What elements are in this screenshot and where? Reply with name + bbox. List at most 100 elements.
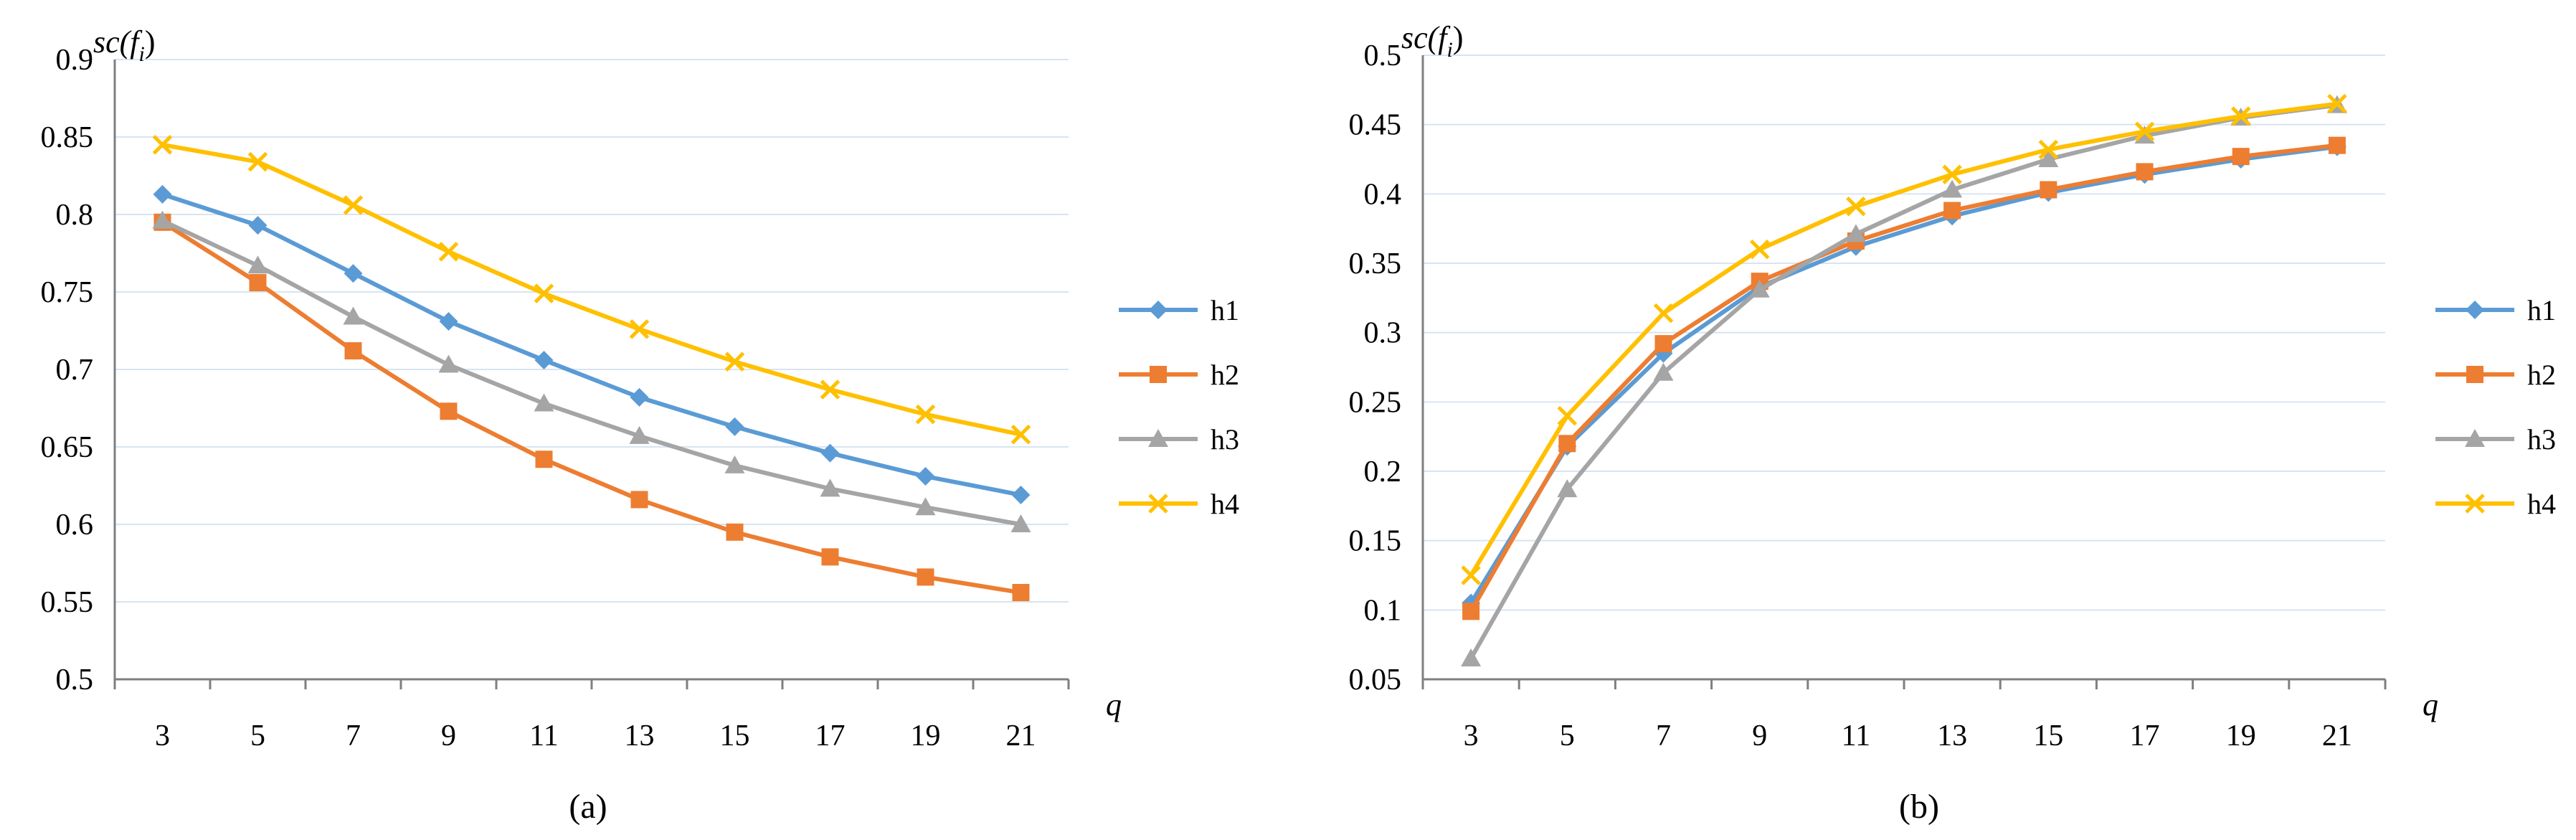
data-point-h1 xyxy=(344,264,363,283)
chart-panel-b: 0.05 0.1 0.15 0.2 0.25 0.3 0.35 0.4 0.45 0.5 3 5 7 9 1… xyxy=(1288,0,2576,840)
data-point-h3 xyxy=(915,497,936,516)
data-point-h2 xyxy=(1943,202,1961,220)
x-tick-label: 15 xyxy=(2033,719,2063,752)
x-tick-label: 11 xyxy=(529,719,558,752)
data-point-h3 xyxy=(247,255,268,274)
data-point-h2 xyxy=(2328,136,2346,154)
data-point-h2 xyxy=(1654,335,1672,353)
x-tick-label: 19 xyxy=(2226,719,2256,752)
x-axis-title: q xyxy=(2423,687,2438,722)
x-tick-label: 19 xyxy=(911,719,941,752)
data-point-h4 xyxy=(1461,565,1481,585)
chart-a-svg: 0.5 0.55 0.6 0.65 0.7 0.75 0.8 0.85 0.9 3 5 7 9 11 13 1… xyxy=(41,24,1240,826)
y-tick-label: 0.6 xyxy=(56,509,94,542)
data-point-h4 xyxy=(2327,93,2347,114)
legend-label-h1: h1 xyxy=(1211,294,1239,326)
data-point-h1 xyxy=(630,387,649,407)
data-point-h2 xyxy=(440,402,458,420)
data-point-h4 xyxy=(152,135,173,155)
y-tick-label: 0.55 xyxy=(41,586,94,619)
data-point-h3 xyxy=(1557,479,1578,498)
data-point-h2 xyxy=(249,274,267,292)
data-point-h2 xyxy=(917,568,934,586)
data-point-h3 xyxy=(724,455,745,473)
y-tick-label: 0.1 xyxy=(1364,594,1402,627)
legend-label-h4: h4 xyxy=(2527,488,2556,520)
data-point-h3 xyxy=(2038,149,2059,167)
data-point-h4 xyxy=(915,404,936,425)
x-tick-label: 17 xyxy=(2130,719,2160,752)
data-point-h4 xyxy=(1653,303,1674,324)
data-point-h4 xyxy=(1557,405,1578,426)
legend-marker-h1 xyxy=(1149,301,1168,319)
y-tick-label: 0.3 xyxy=(1364,317,1402,350)
y-tick-label: 0.7 xyxy=(56,354,94,387)
data-point-h2 xyxy=(1558,435,1576,453)
legend-marker-h4 xyxy=(1148,494,1168,514)
legend-label-h2: h2 xyxy=(1211,359,1239,391)
data-point-h3 xyxy=(1653,362,1674,381)
data-point-h1 xyxy=(153,184,172,204)
series-line-h2 xyxy=(161,220,1021,595)
data-point-h4 xyxy=(438,242,459,262)
legend-label-h4: h4 xyxy=(1211,488,1239,520)
data-point-h2 xyxy=(2136,163,2154,181)
data-point-h4 xyxy=(724,351,745,372)
y-tick-label: 0.5 xyxy=(56,664,94,697)
legend-marker-h2 xyxy=(1150,366,1167,383)
y-tick-label: 0.4 xyxy=(1364,178,1402,211)
data-point-h3 xyxy=(438,354,459,373)
data-point-h3 xyxy=(629,425,650,444)
x-tick-label: 21 xyxy=(2322,719,2352,752)
data-point-h2 xyxy=(2040,181,2058,199)
x-tick-label: 3 xyxy=(155,719,170,752)
data-point-h2 xyxy=(344,342,362,360)
x-axis-title: q xyxy=(1106,687,1122,722)
data-point-h1 xyxy=(248,216,267,235)
data-point-h4 xyxy=(820,379,840,400)
data-point-h2 xyxy=(535,450,553,468)
data-point-h1 xyxy=(916,467,935,486)
data-point-h3 xyxy=(820,478,840,497)
y-tick-label: 0.2 xyxy=(1364,456,1402,489)
data-point-h4 xyxy=(1942,164,1962,185)
data-point-h2 xyxy=(1462,603,1480,620)
data-point-h1 xyxy=(725,417,744,436)
y-tick-label: 0.35 xyxy=(1349,247,1402,280)
y-tick-label: 0.45 xyxy=(1349,109,1402,142)
legend-marker-h1 xyxy=(2466,301,2484,319)
y-axis-title: sc(fi) xyxy=(1401,20,1464,62)
data-point-h3 xyxy=(1845,224,1866,242)
data-point-h4 xyxy=(629,319,650,339)
data-point-h4 xyxy=(247,151,268,172)
data-point-h4 xyxy=(2038,139,2059,160)
data-point-h2 xyxy=(726,523,744,541)
data-point-h4 xyxy=(2134,121,2155,142)
y-tick-label: 0.9 xyxy=(56,44,94,77)
legend-marker-h3 xyxy=(2465,429,2485,447)
series-line-h4 xyxy=(1469,101,2338,577)
figure-caption: (b) xyxy=(1899,788,1939,826)
x-tick-label: 13 xyxy=(625,719,655,752)
chart-b-svg: 0.05 0.1 0.15 0.2 0.25 0.3 0.35 0.4 0.45 0.5 3 5 7 9 1… xyxy=(1349,20,2557,826)
data-point-h4 xyxy=(534,283,554,303)
data-point-h3 xyxy=(343,306,364,325)
data-point-h1 xyxy=(1011,485,1031,504)
data-point-h2 xyxy=(821,548,839,566)
x-tick-label: 17 xyxy=(815,719,846,752)
data-point-h3 xyxy=(1942,179,1963,198)
x-tick-label: 5 xyxy=(250,719,265,752)
y-axis-title: sc(fi) xyxy=(93,24,156,66)
y-tick-label: 0.25 xyxy=(1349,386,1402,419)
data-point-h4 xyxy=(1010,424,1031,445)
x-tick-label: 9 xyxy=(1752,719,1767,752)
data-point-h4 xyxy=(1846,196,1866,217)
y-tick-label: 0.15 xyxy=(1349,525,1402,558)
data-point-h3 xyxy=(1461,648,1482,666)
x-tick-label: 9 xyxy=(441,719,456,752)
x-tick-label: 15 xyxy=(720,719,750,752)
y-tick-label: 0.5 xyxy=(1364,39,1402,72)
data-point-h3 xyxy=(1010,514,1031,532)
x-tick-label: 11 xyxy=(1842,719,1870,752)
legend-label-h2: h2 xyxy=(2527,359,2556,391)
